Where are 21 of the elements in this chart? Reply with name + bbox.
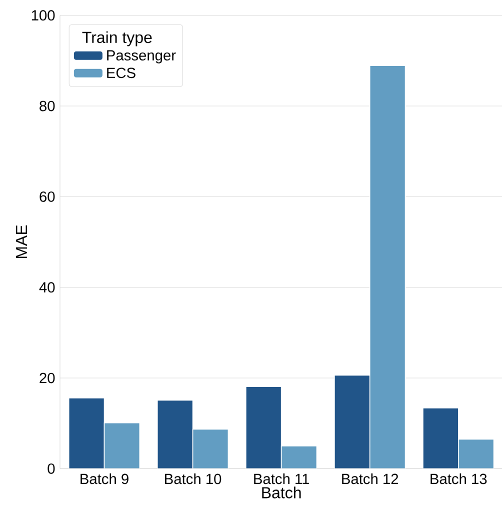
y-tick-label: 20: [40, 372, 55, 384]
x-tick-label: Batch 10: [165, 473, 222, 484]
y-axis-title: MAE: [16, 225, 27, 258]
x-tick-label: Batch 11: [254, 473, 310, 484]
legend-label: ECS: [107, 68, 136, 78]
y-tick-label: 100: [32, 10, 55, 21]
bar: [192, 428, 229, 469]
bar: [369, 65, 406, 469]
x-tick-label: Batch 13: [430, 473, 487, 484]
y-tick-label: 0: [48, 463, 55, 474]
y-tick-label: 40: [39, 282, 55, 293]
bar: [104, 422, 140, 469]
legend-title: Train type: [82, 31, 152, 46]
x-tick-label: Batch 9: [80, 473, 128, 484]
bar: [458, 438, 494, 469]
x-axis-title: Batch: [262, 486, 301, 498]
x-tick-label: Batch 12: [342, 473, 398, 484]
legend-label: Passenger: [107, 50, 176, 64]
bar: [280, 446, 318, 469]
y-tick-label: 60: [40, 191, 55, 202]
y-tick-label: 80: [40, 100, 55, 112]
